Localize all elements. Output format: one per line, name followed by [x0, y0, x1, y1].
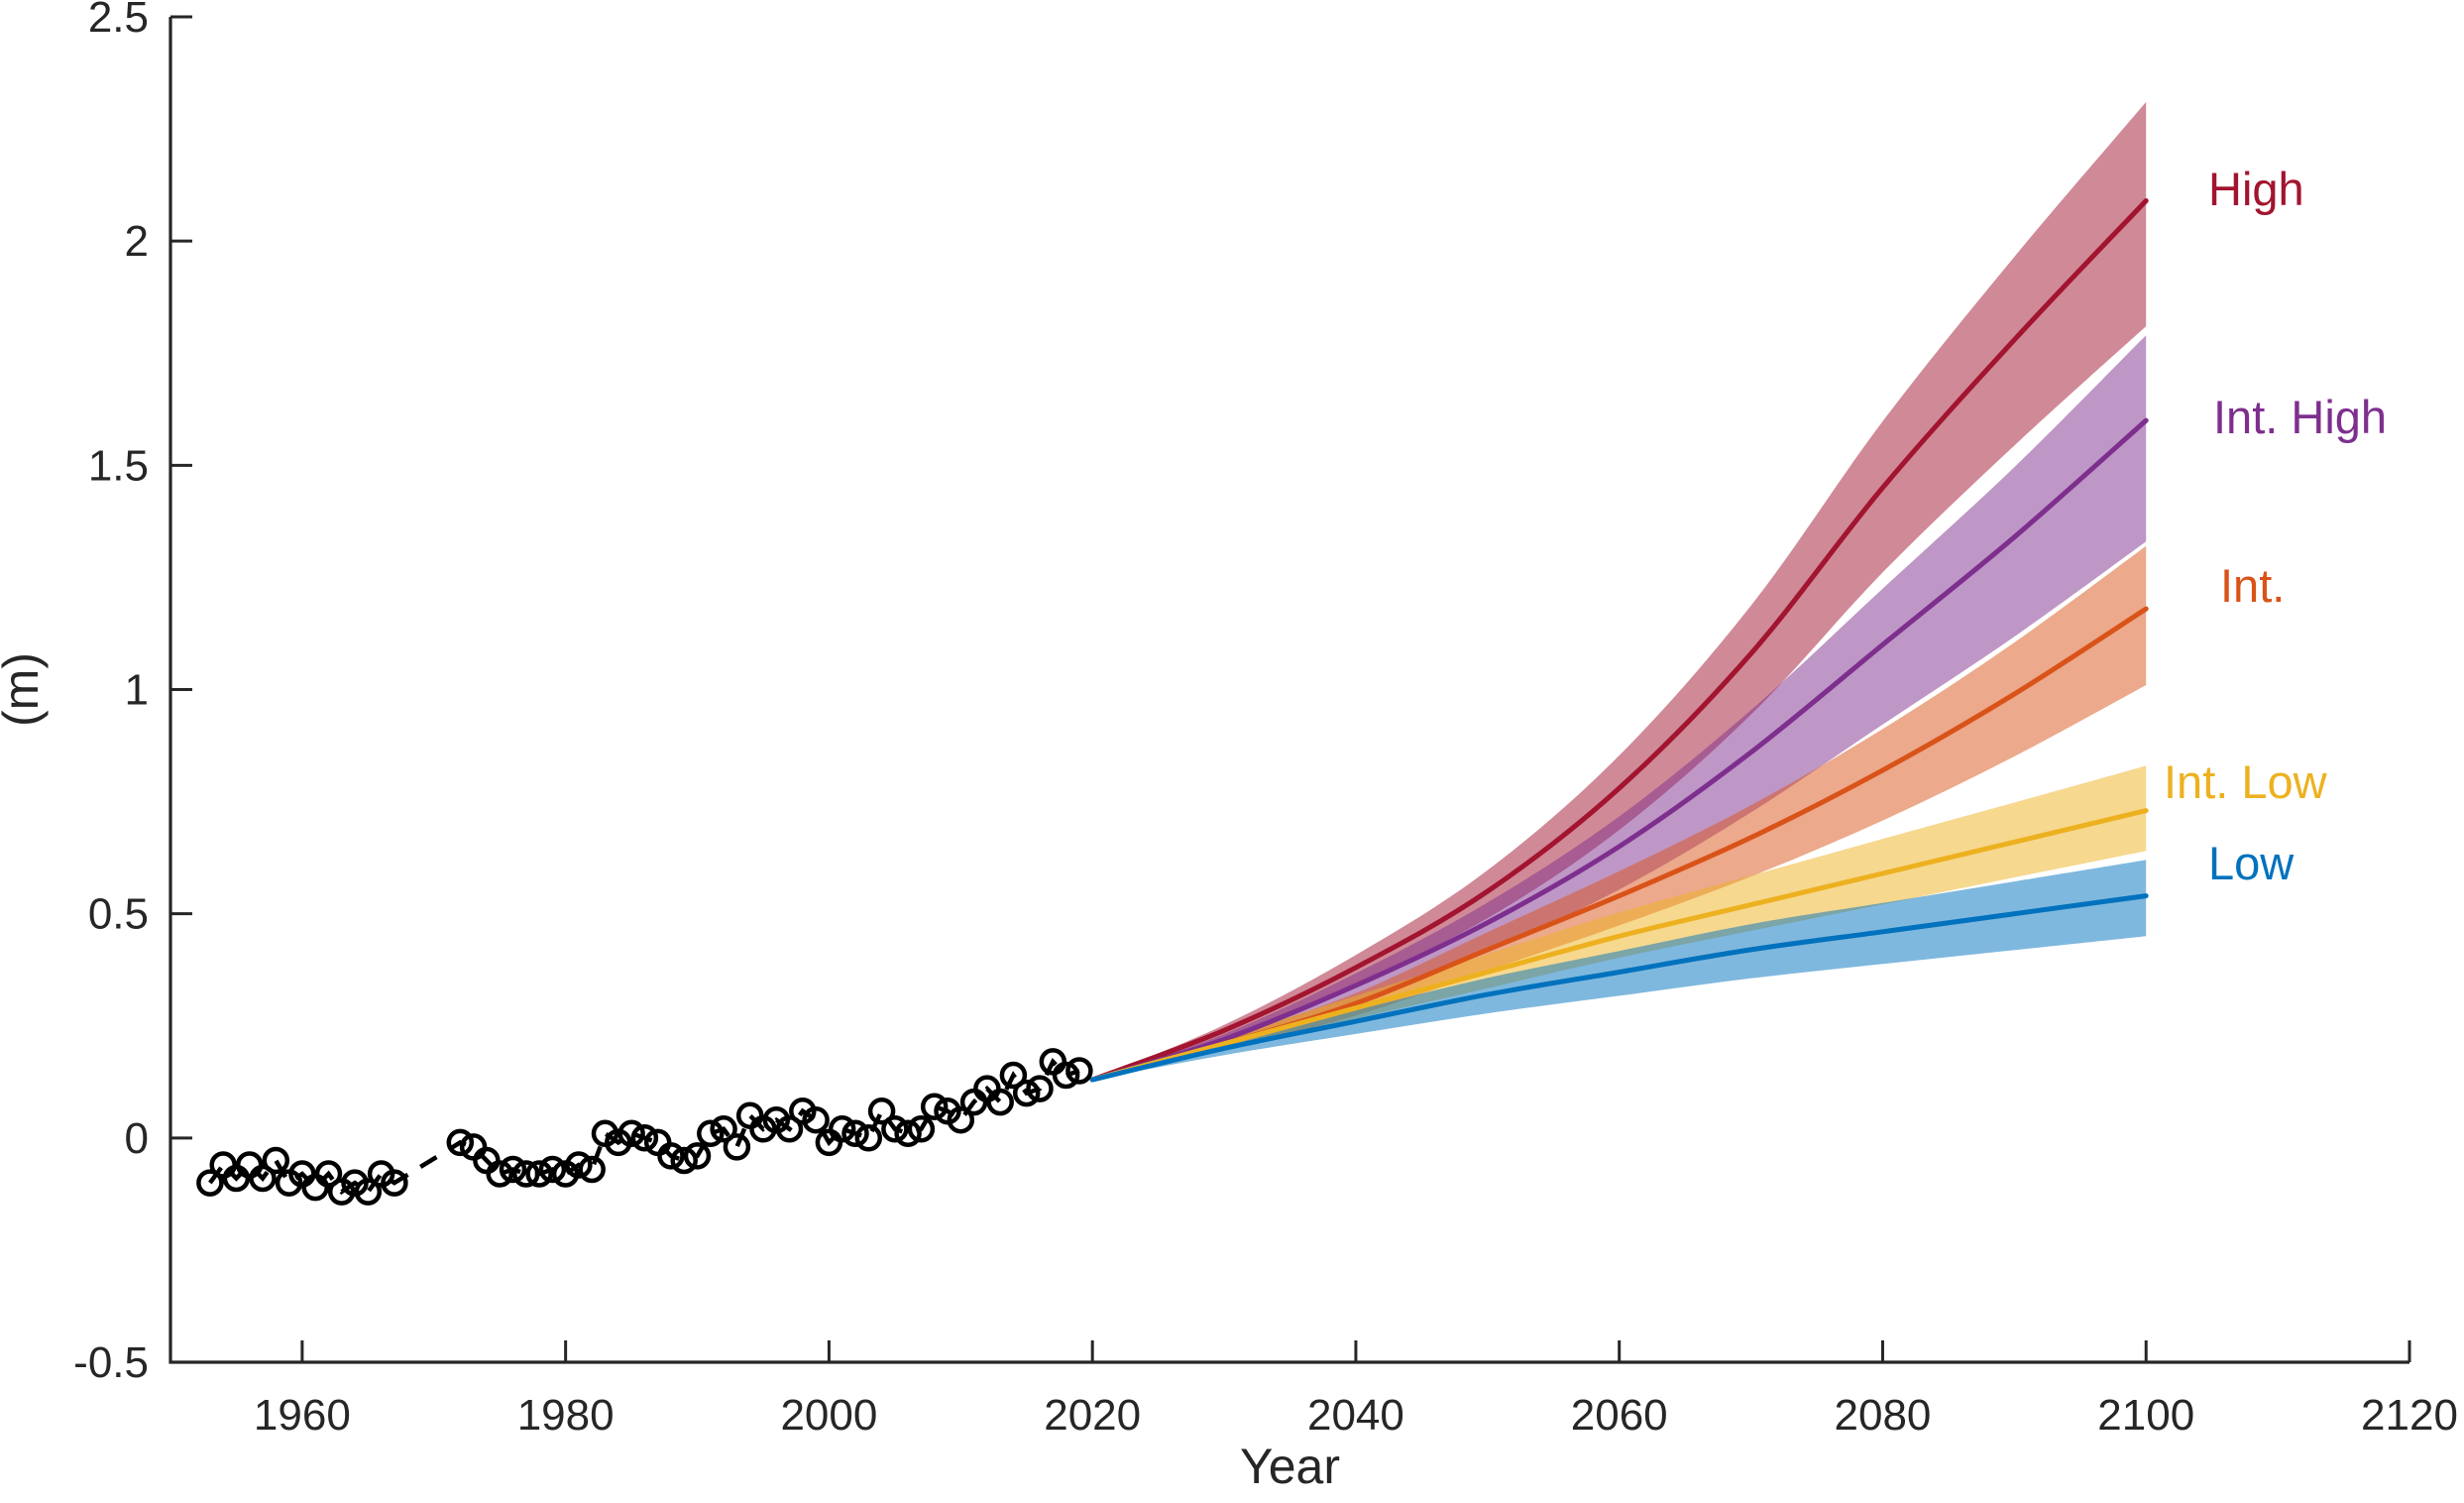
- observation-marker: [459, 1133, 488, 1161]
- observation-marker: [578, 1155, 606, 1184]
- int_high-line: [1089, 417, 2149, 1083]
- observation-marker: [735, 1101, 764, 1129]
- observation-marker: [657, 1142, 685, 1170]
- observation-marker: [235, 1151, 264, 1179]
- observation-marker: [249, 1164, 277, 1193]
- observation-marker: [894, 1119, 922, 1148]
- observation-marker: [1052, 1061, 1080, 1090]
- observation-marker: [486, 1160, 513, 1188]
- observation-marker: [907, 1115, 936, 1143]
- observation-marker: [525, 1160, 553, 1188]
- x-tick-label: 2040: [1307, 1391, 1404, 1440]
- scenario-uncertainty-bands: [1092, 101, 2147, 1080]
- observation-marker: [354, 1178, 383, 1206]
- observation-marker: [314, 1160, 343, 1188]
- x-tick-label: 2120: [2361, 1391, 2458, 1440]
- observation-marker: [381, 1169, 408, 1197]
- observation-marker: [999, 1061, 1028, 1090]
- observation-marker: [881, 1115, 909, 1143]
- x-tick-label: 1980: [517, 1391, 615, 1440]
- observation-marker: [828, 1115, 856, 1143]
- observation-marker: [1065, 1057, 1093, 1085]
- observation-marker: [1012, 1079, 1041, 1107]
- tick-labels: 1960 1980 2000 2020 2040 2060 2080 2100 2120 -0.5…: [73, 0, 2458, 1440]
- observation-marker: [565, 1151, 593, 1179]
- observation-marker: [262, 1146, 290, 1175]
- x-tick-label: 2060: [1571, 1391, 1668, 1440]
- x-tick-label: 2080: [1835, 1391, 1932, 1440]
- observation-marker: [670, 1146, 698, 1175]
- observation-marker: [1026, 1075, 1054, 1102]
- int_high-label: Int. High: [2213, 391, 2387, 443]
- observed-sea-level: [196, 1048, 1093, 1206]
- scenario-labels: High Int. High Int. Int. Low Low: [2164, 163, 2387, 889]
- high-line: [1089, 198, 2149, 1083]
- observation-marker: [209, 1151, 237, 1179]
- int-label: Int.: [2220, 559, 2285, 612]
- high-label: High: [2208, 163, 2304, 215]
- observation-marker: [854, 1124, 883, 1152]
- scenario-median-lines: [1089, 198, 2149, 1083]
- y-tick-label: 0.5: [88, 890, 149, 939]
- x-tick-label: 2100: [2097, 1391, 2194, 1440]
- observation-marker: [802, 1105, 830, 1134]
- int_low-line: [1089, 808, 2149, 1083]
- y-tick-label: 1.5: [88, 441, 149, 490]
- observation-marker: [986, 1088, 1014, 1116]
- observation-marker: [710, 1115, 737, 1143]
- observation-marker: [867, 1097, 896, 1125]
- observation-marker: [196, 1169, 224, 1197]
- axis-titles: Year (m): [0, 652, 1340, 1494]
- observation-marker: [920, 1093, 949, 1120]
- observation-marker: [947, 1105, 975, 1134]
- x-tick-label: 1960: [254, 1391, 351, 1440]
- observation-marker: [446, 1128, 475, 1157]
- observation-marker: [538, 1155, 567, 1184]
- int_low-label: Int. Low: [2164, 755, 2328, 808]
- axes: [168, 15, 2411, 1364]
- low-line: [1089, 893, 2149, 1083]
- observation-marker: [723, 1133, 751, 1161]
- y-tick-label: 1: [125, 666, 149, 715]
- y-tick-label: 2: [125, 217, 149, 266]
- observation-marker: [499, 1155, 527, 1184]
- observation-marker: [697, 1119, 725, 1148]
- x-tick-label: 2000: [780, 1391, 877, 1440]
- observation-marker: [775, 1115, 804, 1143]
- observation-marker: [301, 1173, 329, 1202]
- observation-marker: [512, 1160, 540, 1188]
- y-axis-label: (m): [0, 652, 49, 727]
- x-tick-label: 2020: [1044, 1391, 1141, 1440]
- observation-marker: [617, 1119, 645, 1148]
- low-label: Low: [2208, 837, 2295, 889]
- observation-marker: [683, 1142, 712, 1170]
- observation-marker: [630, 1124, 659, 1152]
- observation-marker: [841, 1119, 869, 1148]
- y-tick-label: -0.5: [73, 1338, 149, 1387]
- x-axis-label: Year: [1240, 1439, 1340, 1494]
- y-tick-label: 2.5: [88, 0, 149, 42]
- y-tick-label: 0: [125, 1114, 149, 1163]
